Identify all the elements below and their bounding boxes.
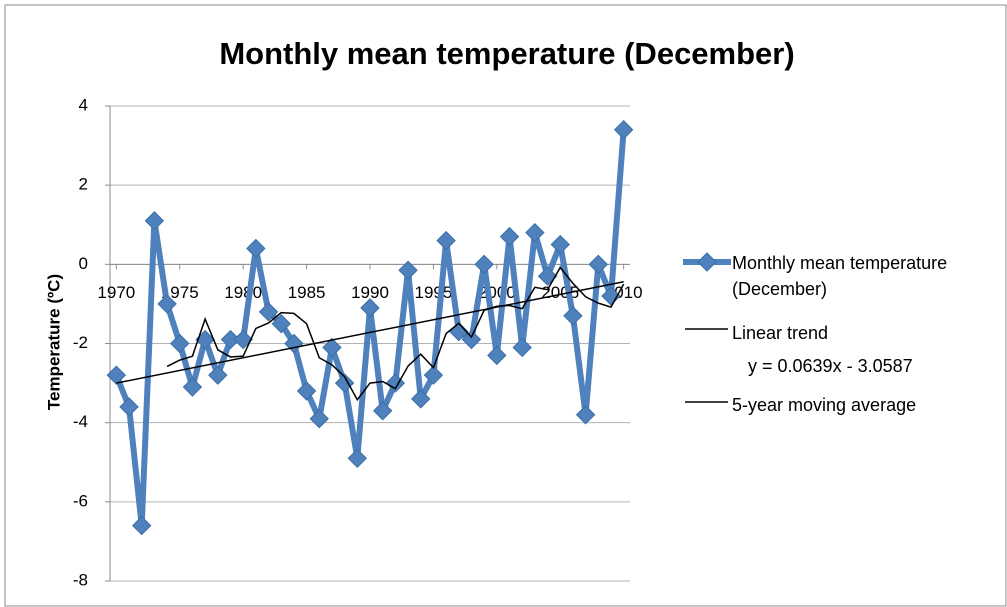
trend-equation: y = 0.0639x - 3.0587 (748, 356, 913, 376)
marker (411, 389, 431, 409)
marker (601, 286, 621, 306)
marker (157, 294, 177, 314)
y-axis-label: Temperature (ºC) (44, 274, 63, 410)
marker (119, 397, 139, 417)
y-tick-label: 4 (79, 95, 88, 114)
x-tick-label: 1980 (224, 283, 262, 302)
marker (398, 260, 418, 280)
legend-label: 5-year moving average (732, 395, 917, 415)
y-tick-label: -4 (73, 412, 88, 431)
marker (385, 373, 406, 393)
marker (309, 409, 329, 429)
marker (360, 298, 380, 318)
marker (436, 230, 456, 251)
x-tick-label: 1995 (415, 283, 453, 302)
marker (233, 329, 253, 350)
marker (613, 120, 634, 140)
marker (170, 333, 190, 354)
y-tick-label: 0 (79, 254, 88, 273)
y-tick-label: -6 (73, 491, 88, 510)
marker (296, 381, 317, 401)
marker (487, 345, 507, 366)
x-tick-label: 1985 (288, 283, 326, 302)
series-line (116, 281, 624, 384)
marker (284, 333, 304, 354)
marker (182, 377, 203, 397)
marker (423, 365, 444, 385)
legend-swatch (697, 252, 717, 272)
marker (271, 314, 291, 334)
marker (334, 373, 355, 393)
marker (512, 337, 532, 358)
marker (588, 254, 609, 275)
y-tick-label: -8 (73, 570, 88, 589)
marker (144, 211, 165, 231)
marker (347, 448, 368, 468)
legend-label: Linear trend (732, 323, 829, 343)
marker (550, 234, 570, 255)
x-tick-label: 1975 (161, 283, 199, 302)
x-tick-label: 1970 (97, 283, 135, 302)
y-tick-label: -2 (73, 333, 88, 352)
marker (258, 302, 279, 322)
marker (525, 222, 545, 243)
chart-title: Monthly mean temperature (December) (219, 36, 794, 71)
marker (499, 226, 520, 247)
series-line (166, 266, 625, 402)
marker (208, 365, 228, 385)
marker (131, 515, 152, 536)
marker (322, 337, 342, 358)
marker (461, 329, 482, 350)
marker (474, 254, 494, 275)
marker (372, 401, 393, 421)
marker (563, 306, 583, 326)
y-tick-label: 2 (79, 175, 88, 194)
marker (575, 405, 596, 425)
marker (246, 238, 266, 259)
x-tick-label: 1990 (351, 283, 389, 302)
legend-label: Monthly mean temperature (December) (732, 253, 948, 299)
marker (106, 365, 127, 385)
series-line (113, 129, 627, 529)
chart-frame (4, 4, 1007, 607)
